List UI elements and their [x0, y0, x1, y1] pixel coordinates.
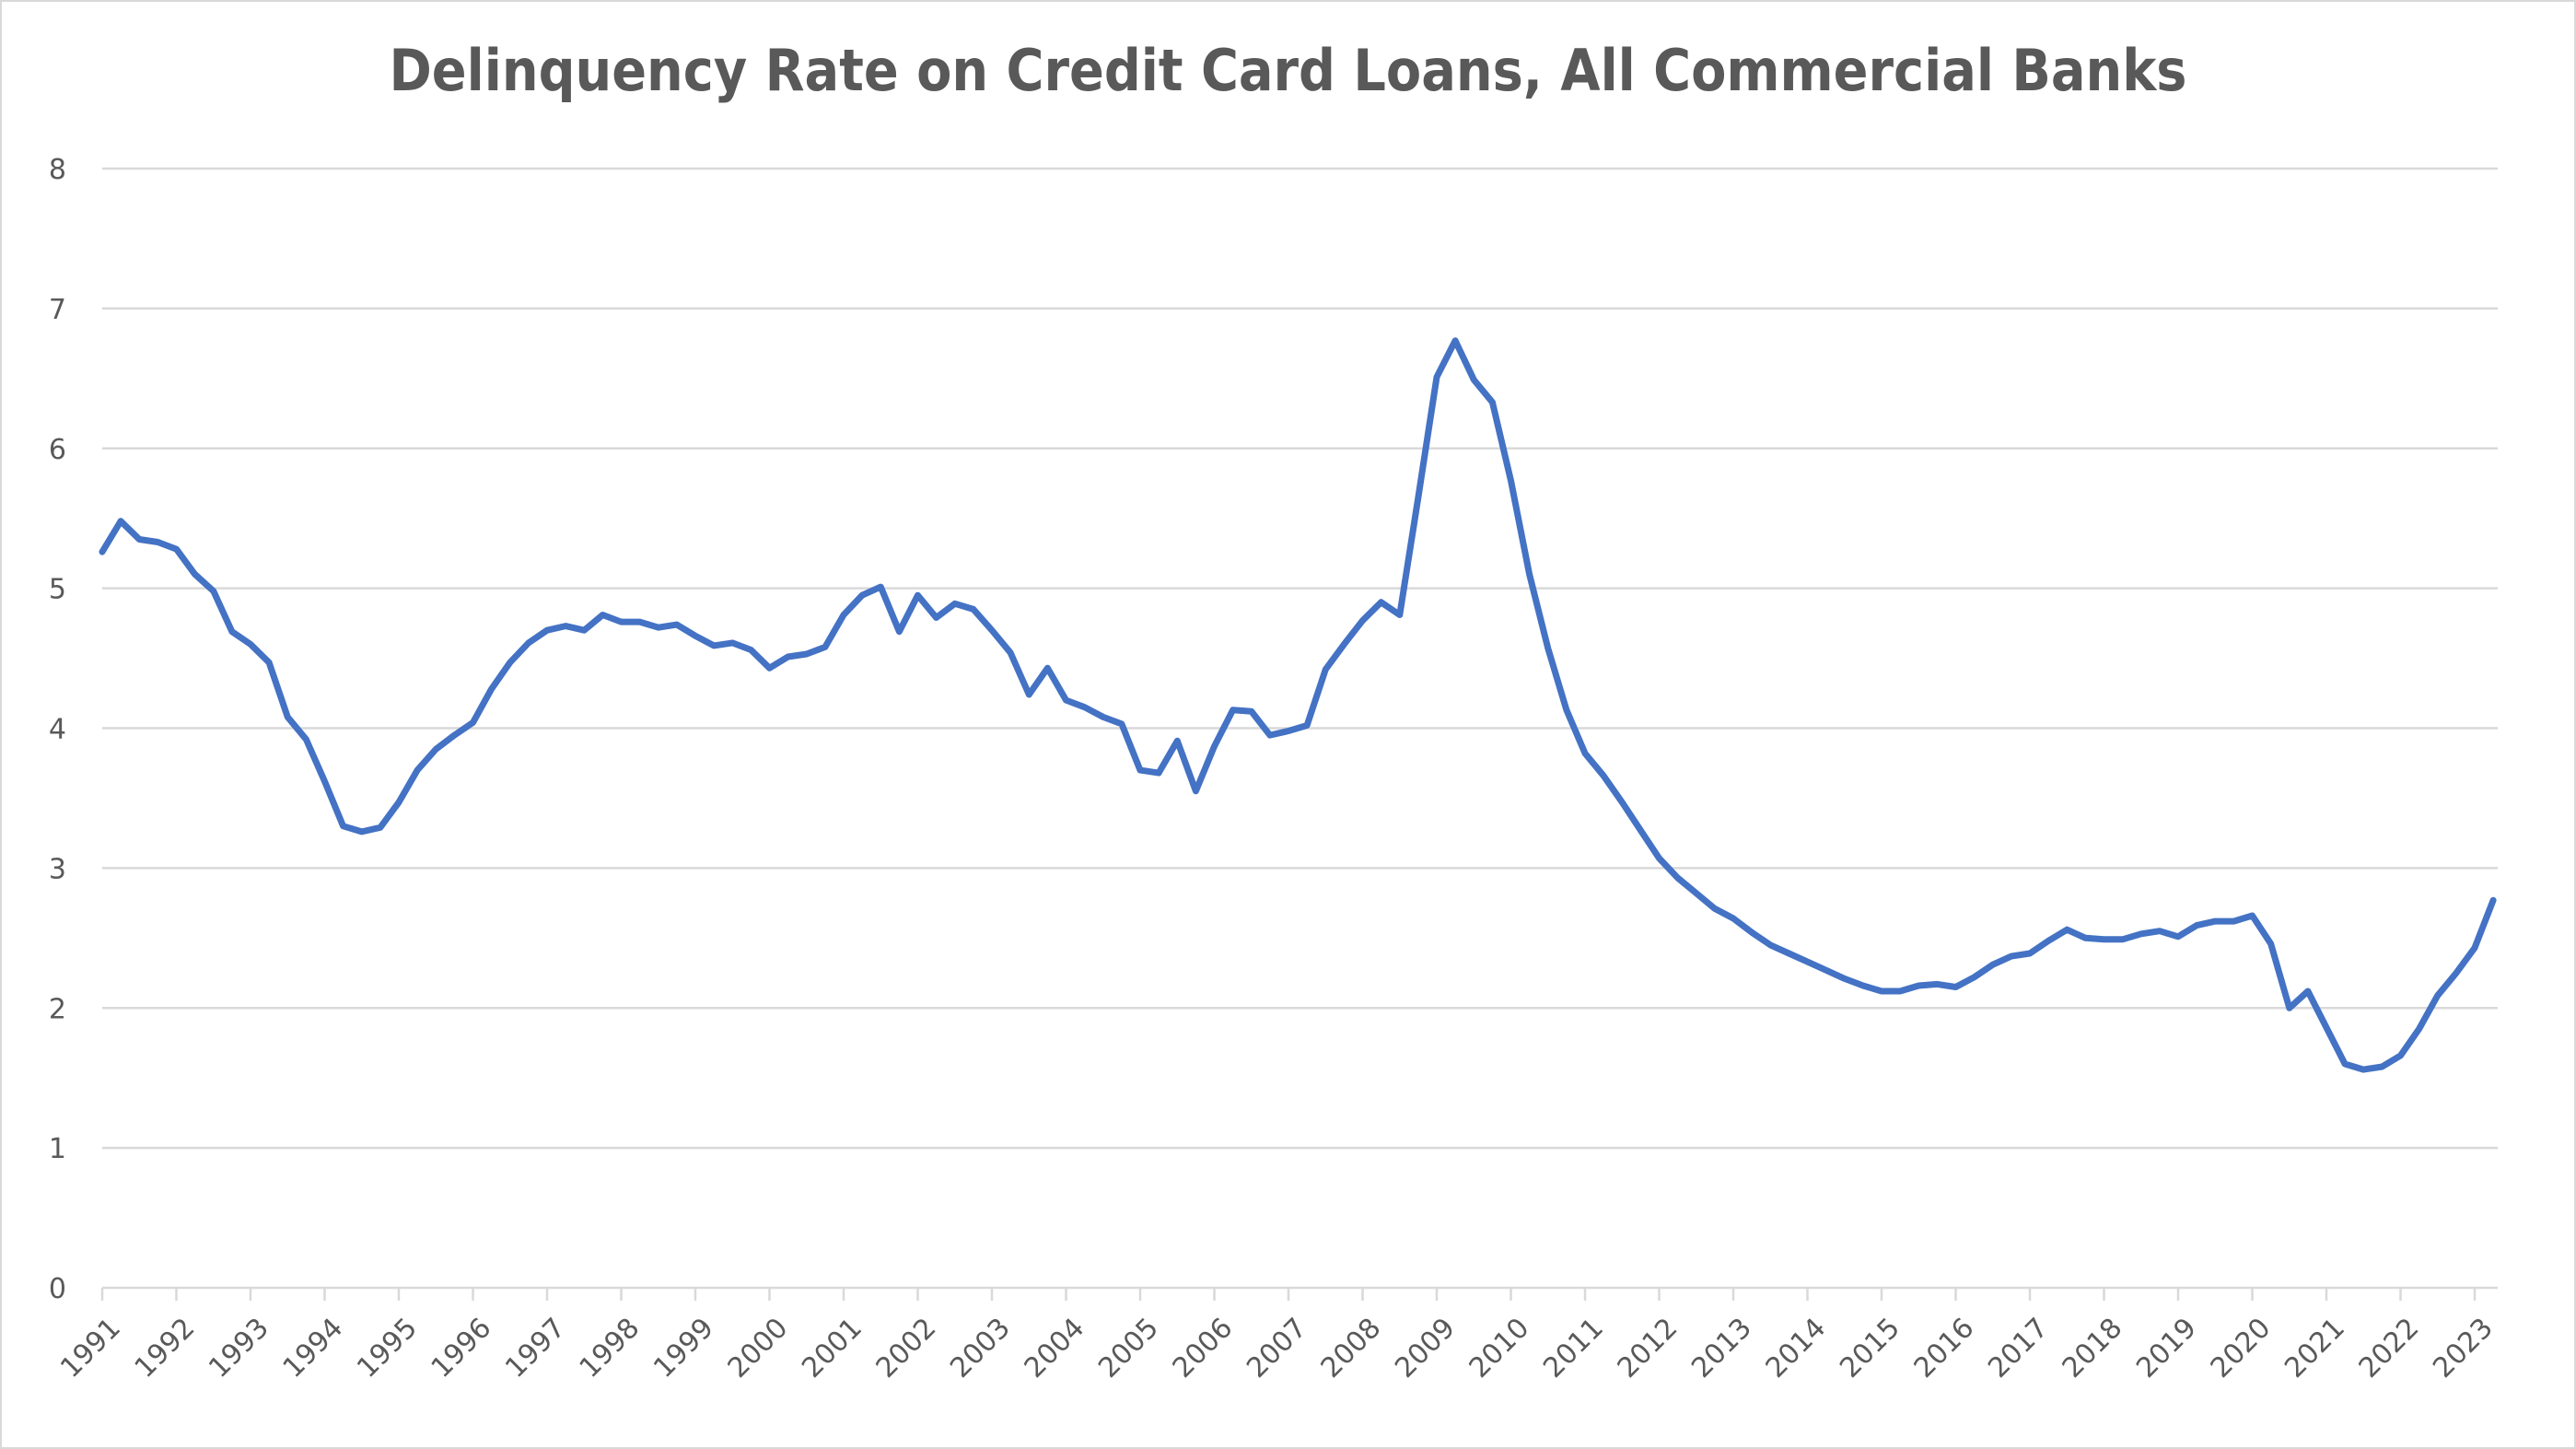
y-tick-label: 8: [49, 154, 66, 186]
x-tick-label: 2015: [1834, 1312, 1906, 1385]
x-tick-label: 1994: [277, 1312, 350, 1385]
x-axis: 1991 1992 1993 1994 1995 1996 1997 1998 1999 2000…: [54, 1288, 2500, 1385]
y-tick-label: 5: [49, 574, 66, 606]
y-axis-labels: 0 1 2 3 4 5 6 7 8: [49, 154, 66, 1305]
y-tick-label: 7: [49, 294, 66, 326]
y-tick-label: 1: [49, 1133, 66, 1165]
x-tick-label: 2016: [1908, 1312, 1981, 1385]
x-tick-label: 1993: [203, 1312, 275, 1385]
x-tick-label: 2008: [1315, 1312, 1388, 1385]
x-tick-label: 2017: [1982, 1312, 2055, 1385]
y-tick-label: 6: [49, 434, 66, 466]
x-tick-label: 2009: [1389, 1312, 1462, 1385]
delinquency-rate-line: [99, 337, 2497, 1073]
y-tick-label: 2: [49, 993, 66, 1025]
x-tick-label: 2004: [1019, 1312, 1091, 1385]
x-tick-label: 1991: [54, 1312, 127, 1385]
gridlines: [102, 167, 2498, 1290]
x-tick-label: 2020: [2205, 1312, 2278, 1385]
x-tick-label: 1992: [129, 1312, 202, 1385]
x-tick-label: 2003: [944, 1312, 1017, 1385]
chart-title: Delinquency Rate on Credit Card Loans, A…: [389, 37, 2187, 104]
y-tick-label: 3: [49, 853, 66, 885]
x-tick-label: 2021: [2279, 1312, 2351, 1385]
x-tick-label: 1997: [499, 1312, 572, 1385]
x-tick-label: 2012: [1612, 1312, 1684, 1385]
x-tick-label: 2006: [1167, 1312, 1240, 1385]
x-tick-label: 2022: [2353, 1312, 2426, 1385]
x-tick-label: 2011: [1537, 1312, 1610, 1385]
x-tick-label: 2019: [2130, 1312, 2203, 1385]
x-tick-label: 2023: [2427, 1312, 2500, 1385]
x-tick-label: 2002: [870, 1312, 943, 1385]
x-tick-label: 2001: [796, 1312, 868, 1385]
x-tick-label: 2010: [1463, 1312, 1536, 1385]
x-tick-label: 2013: [1685, 1312, 1758, 1385]
x-tick-label: 2018: [2057, 1312, 2129, 1385]
x-tick-label: 2000: [722, 1312, 795, 1385]
x-tick-label: 1995: [351, 1312, 424, 1385]
y-tick-label: 4: [49, 714, 66, 746]
x-tick-label: 1998: [574, 1312, 647, 1385]
y-tick-label: 0: [49, 1273, 66, 1305]
x-tick-label: 2005: [1092, 1312, 1165, 1385]
x-tick-label: 2007: [1241, 1312, 1313, 1385]
x-tick-label: 1999: [647, 1312, 720, 1385]
x-tick-label: 2014: [1760, 1312, 1833, 1385]
x-tick-label: 1996: [425, 1312, 498, 1385]
